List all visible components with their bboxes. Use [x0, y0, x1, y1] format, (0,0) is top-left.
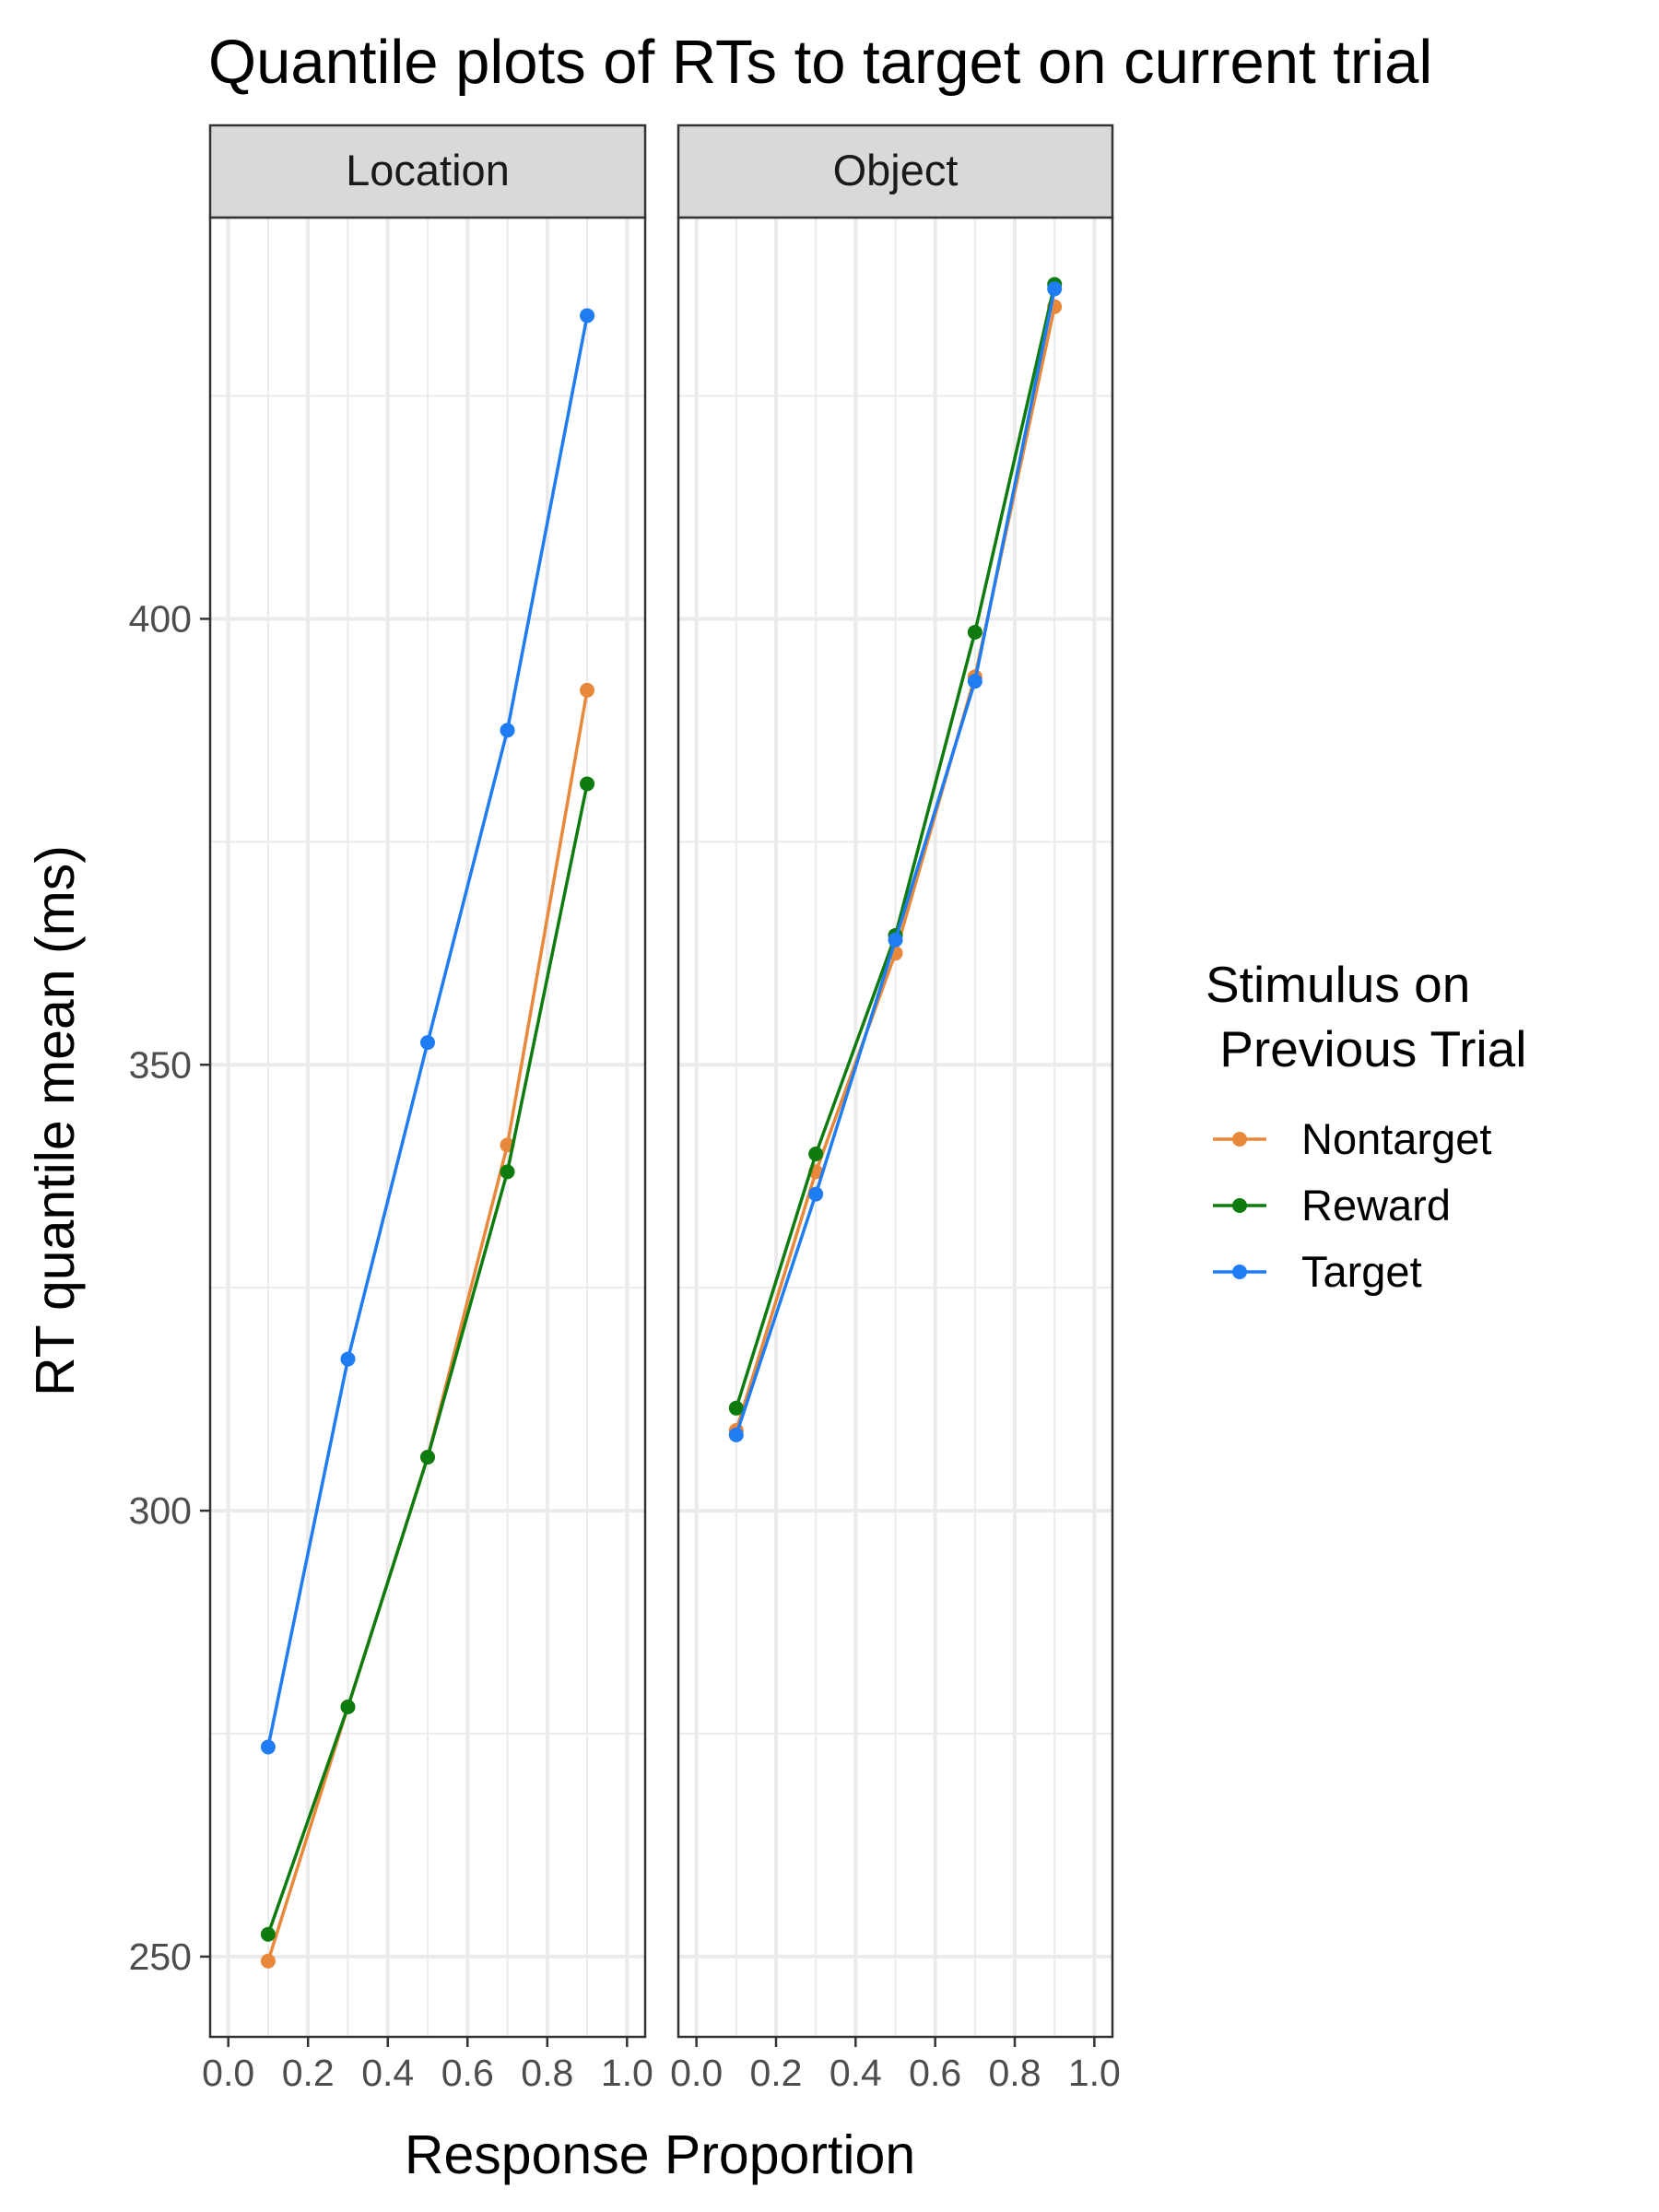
legend-title-line-2: Previous Trial: [1206, 1020, 1526, 1077]
legend-key-point: [1232, 1132, 1247, 1147]
legend-item-target: Target: [1213, 1247, 1422, 1296]
x-tick-label: 0.6: [909, 2052, 961, 2094]
x-tick-label: 0.4: [830, 2052, 882, 2094]
data-point-reward: [260, 1926, 276, 1942]
data-point-target: [888, 932, 903, 947]
x-tick-label: 0.0: [670, 2052, 723, 2094]
legend-key-point: [1232, 1265, 1247, 1279]
legend-key-point: [1232, 1198, 1247, 1213]
legend-label: Nontarget: [1301, 1114, 1491, 1163]
data-point-target: [260, 1739, 276, 1755]
data-point-target: [500, 723, 515, 738]
data-point-target: [420, 1035, 435, 1051]
x-tick-label: 0.4: [361, 2052, 414, 2094]
facet-strip-label: Object: [833, 146, 959, 194]
data-point-reward: [728, 1400, 744, 1416]
data-point-target: [728, 1427, 744, 1442]
data-point-nontarget: [580, 682, 595, 698]
legend-label: Reward: [1301, 1181, 1451, 1230]
legend-items: Nontarget Reward Target: [1213, 1114, 1491, 1296]
chart-title: Quantile plots of RTs to target on curre…: [208, 28, 1432, 97]
panel-object: Object 0.0 0.2 0.4 0.6 0.8 1.0: [670, 124, 1121, 2094]
data-point-target: [808, 1186, 824, 1202]
legend-item-nontarget: Nontarget: [1213, 1114, 1491, 1163]
data-point-target: [967, 674, 982, 689]
y-tick-label: 400: [129, 597, 192, 640]
data-point-target: [580, 308, 595, 324]
x-tick-label: 1.0: [1068, 2052, 1121, 2094]
data-point-reward: [420, 1450, 435, 1465]
x-tick-label: 0.0: [202, 2052, 254, 2094]
facet-strip: [677, 124, 1114, 219]
data-point-reward: [340, 1699, 356, 1714]
legend-label: Target: [1301, 1247, 1422, 1296]
legend-title-line-1: Stimulus on: [1206, 956, 1470, 1013]
x-tick-label: 0.2: [282, 2052, 335, 2094]
data-point-reward: [967, 624, 982, 640]
data-point-reward: [580, 776, 595, 792]
data-point-nontarget: [260, 1953, 276, 1969]
y-tick-label: 350: [129, 1043, 192, 1086]
y-tick-label: 250: [129, 1936, 192, 1978]
x-tick-label: 1.0: [601, 2052, 653, 2094]
x-tick-label: 0.8: [989, 2052, 1041, 2094]
y-tick-label: 300: [129, 1489, 192, 1532]
panel-location: Location 0.0 0.2 0.4 0.6 0.8 1.0 250 300 350 400: [129, 124, 653, 2094]
data-point-reward: [500, 1164, 515, 1180]
facet-strip-label: Location: [346, 146, 510, 194]
data-point-reward: [808, 1147, 824, 1162]
facet-panels: Location 0.0 0.2 0.4 0.6 0.8 1.0 250 300 350 400 Ob…: [129, 124, 1121, 2094]
x-tick-label: 0.2: [749, 2052, 802, 2094]
legend-item-reward: Reward: [1213, 1181, 1451, 1230]
data-point-target: [1047, 281, 1063, 297]
x-axis-title: Response Proportion: [405, 2124, 915, 2185]
data-point-target: [340, 1351, 356, 1367]
y-axis-title: RT quantile mean (ms): [25, 845, 86, 1396]
legend: Stimulus on Previous Trial Nontarget Rewa…: [1206, 956, 1526, 1296]
x-tick-label: 0.8: [521, 2052, 573, 2094]
facet-strip: [208, 124, 647, 219]
x-tick-label: 0.6: [441, 2052, 494, 2094]
